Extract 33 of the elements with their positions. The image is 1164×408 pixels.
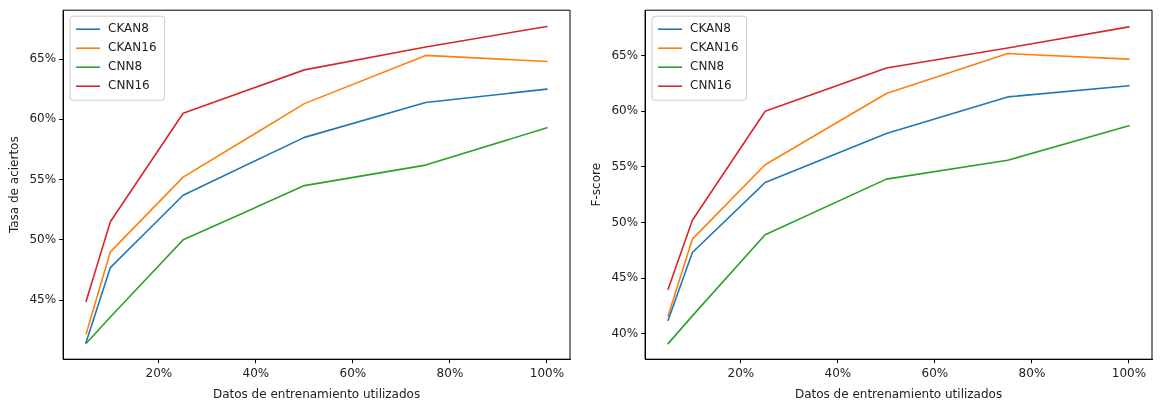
x-axis-title: Datos de entrenamiento utilizados: [794, 386, 1003, 401]
x-tick-label: 40%: [242, 365, 270, 380]
legend-label: CNN16: [108, 78, 150, 93]
y-tick-label: 60%: [29, 111, 57, 126]
x-tick-label: 80%: [436, 365, 464, 380]
x-tick-label: 100%: [1111, 365, 1147, 380]
legend-label: CNN8: [690, 59, 725, 74]
y-axis-title: Tasa de aciertos: [7, 136, 22, 235]
x-tick-label: 80%: [1018, 365, 1046, 380]
x-tick-label: 60%: [921, 365, 949, 380]
legend-label: CKAN8: [690, 21, 731, 36]
x-tick-label: 40%: [824, 365, 852, 380]
y-tick-label: 45%: [611, 270, 639, 285]
legend-label: CNN16: [690, 78, 732, 93]
y-tick-label: 55%: [611, 159, 639, 174]
legend-label: CNN8: [108, 59, 143, 74]
y-tick-label: 50%: [611, 214, 639, 229]
y-tick-label: 65%: [29, 51, 57, 66]
legend-label: CKAN16: [690, 40, 739, 55]
y-tick-label: 65%: [611, 47, 639, 62]
x-tick-label: 20%: [727, 365, 755, 380]
legend-label: CKAN8: [108, 21, 149, 36]
x-axis-title: Datos de entrenamiento utilizados: [212, 386, 421, 401]
y-tick-label: 50%: [29, 231, 57, 246]
y-tick-label: 55%: [29, 171, 57, 186]
x-tick-label: 100%: [529, 365, 565, 380]
y-tick-label: 60%: [611, 103, 639, 118]
x-tick-label: 60%: [339, 365, 367, 380]
y-tick-label: 45%: [29, 292, 57, 307]
legend-label: CKAN16: [108, 40, 157, 55]
y-axis-title: F-score: [589, 162, 604, 207]
y-tick-label: 40%: [611, 325, 639, 340]
x-tick-label: 20%: [145, 365, 173, 380]
